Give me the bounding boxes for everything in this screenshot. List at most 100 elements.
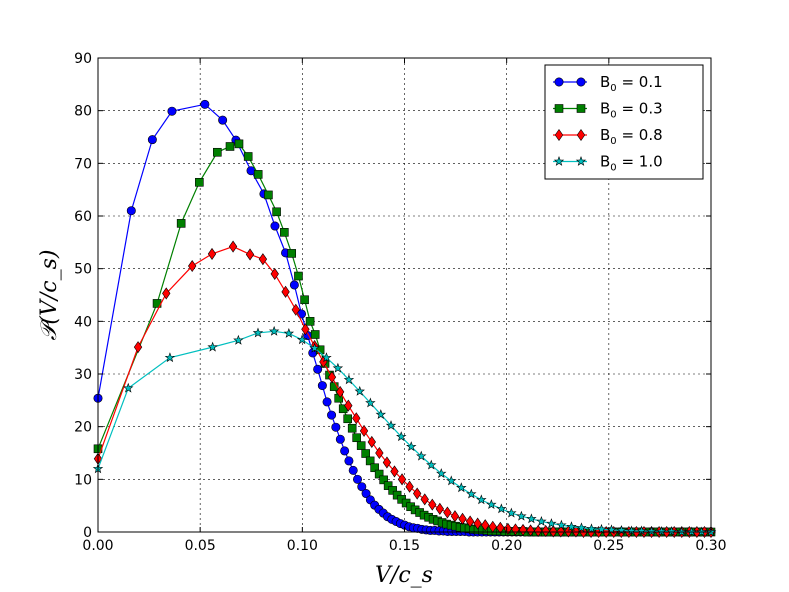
data-point [164, 352, 176, 363]
data-point [253, 170, 263, 179]
data-point [252, 327, 264, 338]
data-point [511, 523, 520, 536]
data-point [327, 371, 337, 384]
data-point [344, 456, 354, 466]
data-point [335, 385, 345, 398]
legend-label-value: = 0.8 [617, 126, 663, 144]
axis-ticks: 0.00 0.05 0.10 0.15 0.20 0.25 0.30 0 10 20 30 40 50 6… [74, 51, 726, 554]
data-point [426, 459, 437, 470]
legend-label-sub: 0 [610, 163, 616, 174]
data-point [383, 481, 393, 490]
data-point [396, 431, 407, 442]
data-point [300, 295, 309, 305]
data-point [258, 253, 268, 266]
data-point [536, 515, 547, 526]
data-point [357, 482, 367, 492]
data-point [382, 456, 392, 469]
data-point [566, 521, 577, 532]
data-point [356, 441, 366, 450]
data-point [294, 271, 303, 281]
legend-label-sub: 0 [610, 83, 616, 94]
data-point [526, 513, 537, 524]
data-point [234, 139, 244, 149]
data-point [636, 525, 647, 536]
legend-marker [576, 128, 586, 142]
data-point [496, 503, 507, 514]
data-point [322, 397, 332, 407]
data-point [397, 473, 407, 486]
data-point [348, 465, 358, 475]
data-point [270, 221, 280, 231]
data-point [556, 519, 567, 530]
data-point [243, 152, 253, 161]
data-point [264, 190, 273, 200]
data-point [406, 441, 417, 452]
legend-label: B0 = 1.0 [600, 153, 663, 174]
data-point [465, 515, 475, 528]
data-point [359, 424, 369, 437]
y-tick-label: 50 [74, 262, 92, 278]
legend-label-main: B [600, 73, 610, 91]
data-point [506, 507, 517, 518]
x-tick-label: 0.00 [82, 538, 113, 554]
data-point [370, 463, 379, 473]
data-point [126, 206, 136, 216]
data-point [335, 434, 345, 444]
data-point [296, 334, 308, 345]
data-point [518, 523, 528, 536]
data-point [317, 381, 327, 391]
legend-box [544, 64, 704, 180]
data-point [332, 362, 344, 373]
data-point [526, 524, 535, 537]
data-point [473, 517, 482, 530]
data-point [313, 364, 323, 374]
legend-label-value: = 0.1 [617, 73, 663, 91]
data-point [420, 493, 429, 506]
data-point [167, 106, 177, 116]
data-point [435, 502, 445, 515]
data-point [546, 518, 557, 528]
legend-marker [554, 128, 564, 142]
legend-marker [576, 77, 586, 87]
legend-item: B0 = 0.8 [553, 126, 663, 147]
data-point [225, 142, 235, 151]
data-point [388, 486, 397, 495]
data-point [228, 240, 238, 253]
data-point [301, 323, 310, 336]
data-point [656, 525, 667, 536]
data-point [343, 374, 355, 385]
x-tick-label: 0.05 [185, 538, 216, 554]
data-point [272, 207, 281, 217]
data-point [321, 352, 332, 363]
data-point [375, 409, 387, 419]
data-point [147, 135, 157, 145]
legend: B0 = 0.1B0 = 0.3B0 = 0.8B0 = 1.0 [544, 64, 704, 180]
legend-marker [576, 104, 586, 113]
data-point [133, 341, 143, 354]
data-point [586, 523, 597, 534]
y-tick-label: 80 [74, 104, 92, 120]
data-point [352, 412, 361, 425]
data-point [200, 99, 210, 109]
series-3 [92, 325, 717, 537]
data-point [213, 147, 222, 157]
data-point [428, 498, 437, 511]
data-point [289, 280, 299, 290]
y-tick-label: 10 [74, 472, 92, 488]
legend-label-main: B [600, 126, 610, 144]
data-point [390, 465, 399, 478]
legend-label: B0 = 0.8 [600, 126, 663, 147]
data-point [626, 525, 637, 536]
legend-label: B0 = 0.1 [600, 73, 663, 94]
legend-marker [553, 156, 565, 166]
data-point [516, 510, 527, 521]
data-point [268, 325, 280, 336]
legend-marker [554, 77, 564, 87]
legend-label-main: B [600, 153, 610, 171]
y-axis-label: 𝒫(V/c_s) [37, 250, 62, 341]
data-point [195, 177, 204, 187]
data-point [309, 342, 320, 353]
data-point [436, 468, 447, 478]
data-point [456, 482, 467, 493]
data-point [361, 489, 371, 499]
